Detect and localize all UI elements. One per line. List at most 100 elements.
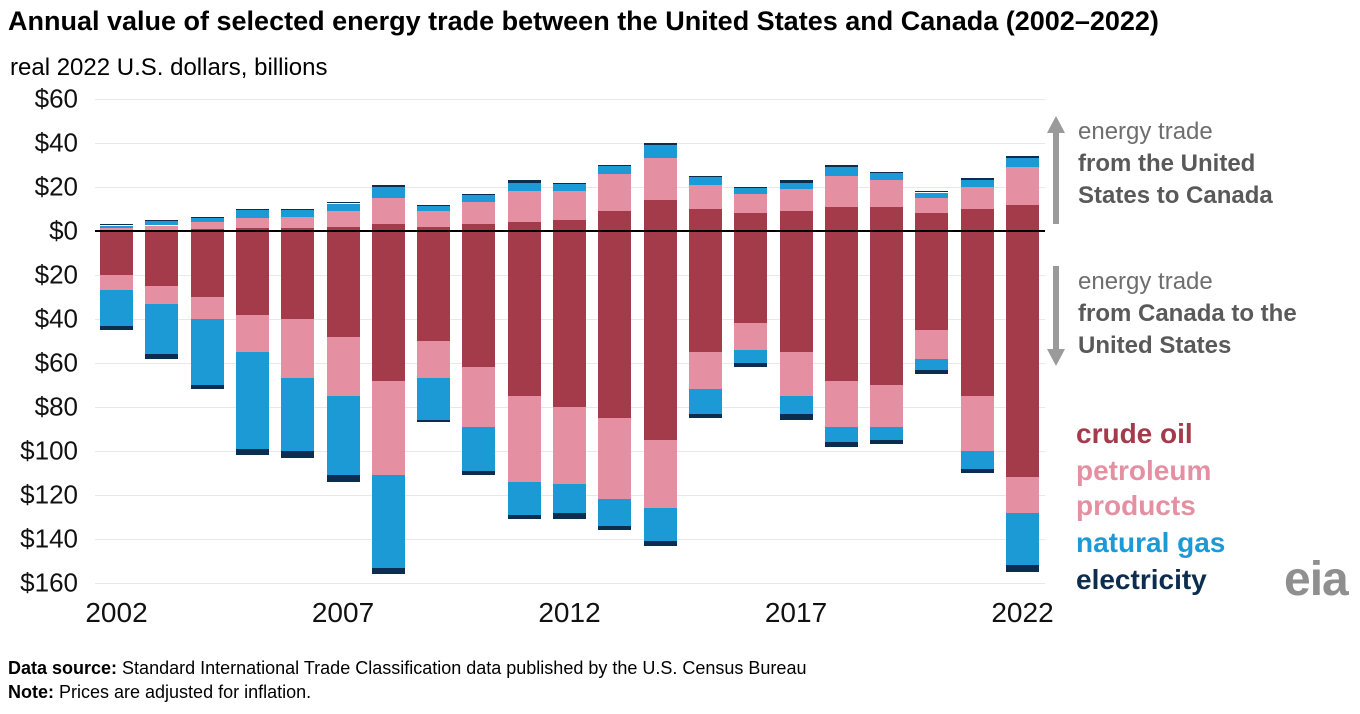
annotation-down-line1: energy trade: [1078, 268, 1213, 295]
y-axis-label: $100: [20, 435, 78, 466]
bar-segment-crude-oil: [553, 231, 586, 407]
bar-segment-petroleum-products: [688, 352, 722, 390]
y-axis-label: $140: [20, 523, 78, 554]
bar-segment-natural-gas: [1006, 512, 1039, 566]
y-axis-label: $20: [34, 171, 78, 202]
bar-segment-petroleum-products: [235, 314, 269, 352]
bar-segment-crude-oil: [643, 231, 677, 440]
bar-segment-crude-oil: [915, 213, 949, 231]
bar-segment-natural-gas: [507, 481, 541, 515]
bar-segment-natural-gas: [326, 203, 360, 212]
bar-segment-natural-gas: [779, 182, 813, 190]
legend: crude oil petroleum products natural gas…: [1076, 416, 1321, 599]
legend-natural-gas: natural gas: [1076, 527, 1226, 558]
gridline: [95, 142, 1045, 144]
bar-segment-petroleum-products: [326, 211, 360, 227]
bar-segment-crude-oil: [507, 231, 541, 396]
chart-plot-area: [95, 98, 1045, 584]
annotation-us-to-canada: energy trade from the United States to C…: [1046, 116, 1273, 224]
bar-segment-electricity: [462, 193, 496, 195]
bar-segment-crude-oil: [235, 227, 269, 231]
bar-segment-natural-gas: [417, 205, 451, 212]
gridline: [95, 582, 1045, 584]
bar-segment-crude-oil: [915, 231, 949, 330]
bar-segment-petroleum-products: [643, 440, 677, 509]
bar-segment-crude-oil: [326, 231, 360, 337]
bar-segment-natural-gas: [326, 396, 360, 476]
bar-segment-crude-oil: [190, 228, 224, 231]
zero-line: [95, 230, 1045, 232]
bar-segment-petroleum-products: [824, 176, 858, 207]
bar-segment-natural-gas: [734, 188, 768, 194]
page-title: Annual value of selected energy trade be…: [8, 6, 1159, 36]
bar-segment-petroleum-products: [779, 352, 813, 396]
bar-segment-electricity: [371, 184, 405, 187]
y-axis-label: $60: [34, 83, 78, 114]
bar-segment-petroleum-products: [145, 225, 179, 230]
bar-segment-crude-oil: [960, 209, 994, 231]
bar-segment-natural-gas: [100, 290, 133, 326]
legend-petroleum-products: petroleum products: [1076, 455, 1212, 521]
bar-segment-crude-oil: [281, 227, 315, 231]
y-axis-label: $160: [20, 567, 78, 598]
bar-segment-crude-oil: [824, 206, 858, 231]
bar-segment-natural-gas: [462, 194, 496, 203]
bar-segment-electricity: [1006, 156, 1039, 159]
annotation-up-line3: States to Canada: [1078, 182, 1273, 209]
bar-segment-natural-gas: [100, 225, 133, 228]
bar-segment-petroleum-products: [326, 336, 360, 396]
bar-segment-petroleum-products: [915, 330, 949, 359]
bar-segment-petroleum-products: [190, 297, 224, 319]
y-axis-label: $40: [34, 127, 78, 158]
bar-segment-electricity: [1006, 565, 1039, 572]
bar-segment-crude-oil: [960, 231, 994, 396]
annotation-up-line1: energy trade: [1078, 118, 1213, 145]
bar-segment-natural-gas: [779, 396, 813, 414]
bar-segment-petroleum-products: [824, 380, 858, 427]
bar-segment-crude-oil: [643, 200, 677, 231]
bar-segment-petroleum-products: [688, 184, 722, 209]
bar-segment-crude-oil: [507, 222, 541, 231]
bar-segment-electricity: [598, 525, 632, 531]
bar-segment-electricity: [507, 180, 541, 183]
bar-segment-electricity: [779, 180, 813, 183]
bar-segment-petroleum-products: [643, 158, 677, 201]
annotation-up-line2: from the United: [1078, 150, 1256, 177]
bar-segment-petroleum-products: [598, 173, 632, 212]
bar-segment-petroleum-products: [507, 191, 541, 223]
bar-segment-crude-oil: [235, 231, 269, 315]
chart-subtitle: real 2022 U.S. dollars, billions: [10, 54, 328, 81]
bar-segment-electricity: [371, 567, 405, 575]
annotation-down-line2: from Canada to the: [1078, 300, 1297, 327]
bar-segment-electricity: [145, 354, 179, 359]
bar-segment-crude-oil: [281, 231, 315, 319]
bar-segment-electricity: [553, 182, 586, 184]
bar-segment-petroleum-products: [417, 211, 451, 227]
data-source-text: Standard International Trade Classificat…: [117, 658, 807, 678]
bar-segment-electricity: [870, 171, 904, 173]
bar-segment-petroleum-products: [870, 180, 904, 207]
bar-segment-natural-gas: [371, 187, 405, 198]
bar-segment-natural-gas: [643, 145, 677, 159]
bar-segment-petroleum-products: [1006, 477, 1039, 513]
y-axis-label: $80: [34, 391, 78, 422]
gridline: [95, 538, 1045, 540]
bar-segment-crude-oil: [462, 231, 496, 368]
bar-segment-petroleum-products: [190, 222, 224, 229]
bar-segment-petroleum-products: [870, 385, 904, 427]
bar-segment-crude-oil: [1006, 231, 1039, 478]
y-axis: $60 $40 $20 $0 $20 $40 $60 $80 $100 $120 $140 $160: [0, 84, 84, 598]
note-line: Note: Prices are adjusted for inflation.: [8, 680, 806, 704]
bar-segment-natural-gas: [960, 451, 994, 469]
eia-logo: eia: [1284, 552, 1349, 607]
bar-segment-electricity: [824, 165, 858, 168]
bar-segment-electricity: [100, 325, 133, 330]
bar-segment-crude-oil: [1006, 204, 1039, 231]
note-label: Note:: [8, 682, 54, 702]
down-arrow-icon: [1047, 266, 1065, 366]
x-axis-label: 2012: [538, 597, 601, 628]
legend-electricity: electricity: [1076, 564, 1207, 595]
bar-segment-crude-oil: [870, 206, 904, 231]
bar-segment-natural-gas: [734, 349, 768, 363]
data-source-line: Data source: Standard International Trad…: [8, 656, 806, 680]
